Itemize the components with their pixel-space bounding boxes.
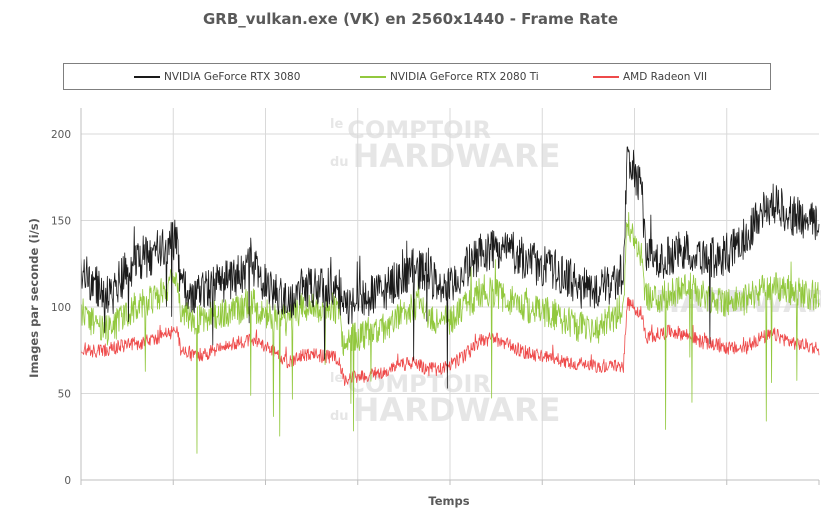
legend-label-rtx2080ti: NVIDIA GeForce RTX 2080 Ti [390, 70, 539, 83]
chart-title: GRB_vulkan.exe (VK) en 2560x1440 - Frame… [202, 10, 619, 28]
legend-item-rtx3080: NVIDIA GeForce RTX 3080 [134, 64, 300, 89]
y-axis-label: Images par seconde (i/s) [27, 218, 41, 378]
legend-swatch-radeon-vii [593, 75, 619, 78]
series-line-0 [80, 146, 820, 389]
series-line-2 [80, 296, 820, 386]
legend-label-radeon-vii: AMD Radeon VII [623, 70, 708, 83]
y-tick-label-100: 100 [51, 302, 71, 314]
legend-swatch-rtx2080ti [360, 75, 386, 78]
legend: NVIDIA GeForce RTX 3080 NVIDIA GeForce R… [63, 63, 771, 90]
legend-swatch-rtx3080 [134, 75, 160, 78]
y-tick-label-50: 50 [58, 388, 71, 400]
legend-label-rtx3080: NVIDIA GeForce RTX 3080 [164, 70, 301, 83]
y-tick-label-150: 150 [51, 215, 71, 227]
legend-item-rtx2080ti: NVIDIA GeForce RTX 2080 Ti [360, 64, 539, 89]
legend-item-radeon-vii: AMD Radeon VII [593, 64, 707, 89]
y-tick-label-0: 0 [64, 475, 71, 487]
y-tick-label-200: 200 [51, 129, 71, 141]
series-line-1 [80, 211, 820, 454]
x-axis-label: Temps [428, 494, 470, 508]
